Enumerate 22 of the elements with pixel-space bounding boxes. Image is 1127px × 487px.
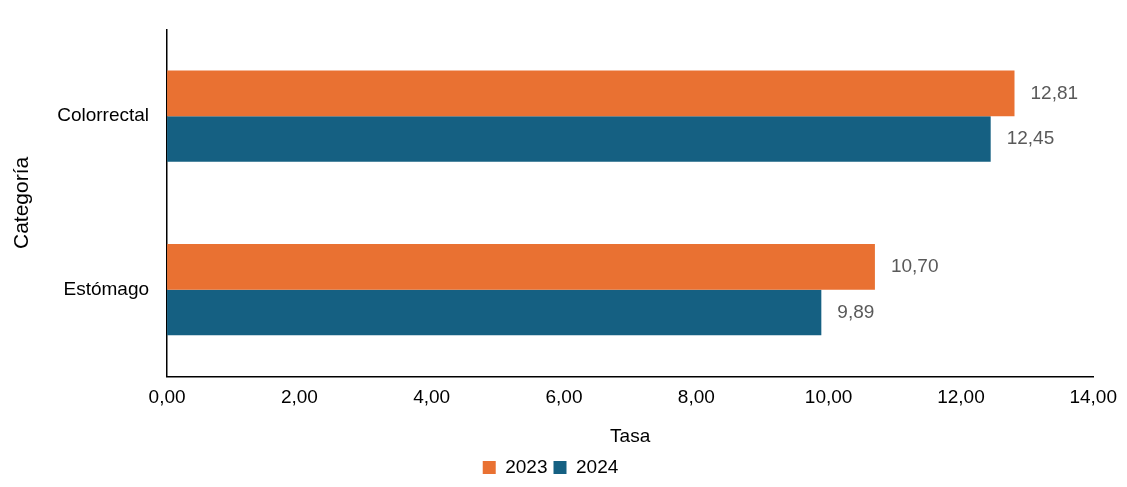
data-label: 12,45 bbox=[1006, 127, 1055, 149]
bar bbox=[167, 244, 875, 290]
x-tick-label: 0,00 bbox=[148, 386, 186, 408]
x-tick-label: 4,00 bbox=[413, 386, 451, 408]
x-tick-label: 6,00 bbox=[545, 386, 583, 408]
legend-label: 2023 bbox=[505, 455, 548, 477]
data-label: 10,70 bbox=[890, 255, 939, 277]
x-tick-label: 8,00 bbox=[677, 386, 715, 408]
bar bbox=[167, 70, 1015, 117]
x-tick-label: 10,00 bbox=[804, 386, 853, 408]
x-tick-label: 2,00 bbox=[280, 386, 318, 408]
data-label: 12,81 bbox=[1030, 81, 1079, 103]
legend-label: 2024 bbox=[576, 455, 619, 477]
x-tick-label: 12,00 bbox=[937, 386, 985, 408]
y-tick-label: Estómago bbox=[63, 277, 150, 299]
x-tick-label: 14,00 bbox=[1069, 386, 1117, 408]
y-tick-label: Colorrectal bbox=[57, 104, 150, 126]
bar bbox=[167, 289, 822, 336]
bar bbox=[167, 116, 991, 162]
y-axis-title: Categoría bbox=[9, 156, 33, 250]
x-axis-title: Tasa bbox=[610, 424, 651, 446]
data-label: 9,89 bbox=[837, 300, 875, 322]
